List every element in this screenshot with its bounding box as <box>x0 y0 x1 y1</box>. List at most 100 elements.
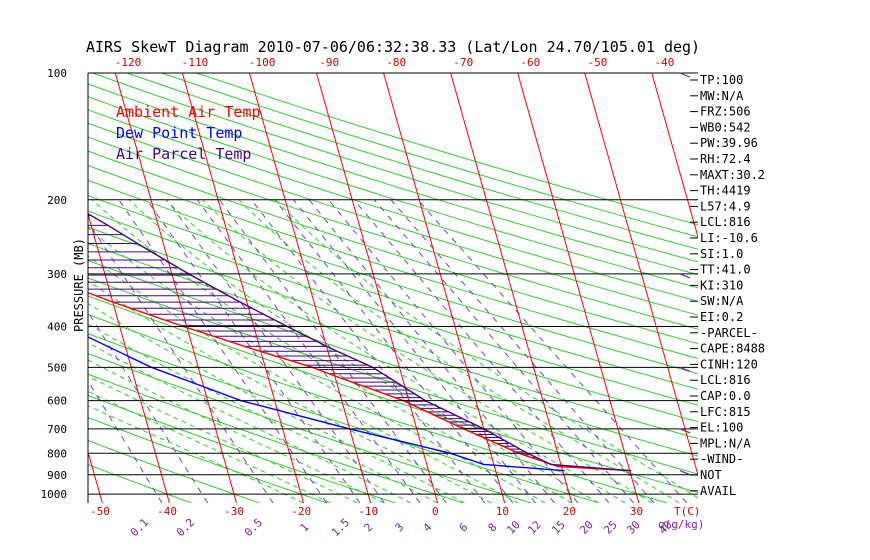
index-label: TT:41.0 <box>700 263 751 277</box>
dry-adiabat-line <box>88 333 600 503</box>
bottom-temp-tick-label: -40 <box>157 505 177 518</box>
index-label: LCL:816 <box>700 215 751 229</box>
index-label: SI:1.0 <box>700 247 743 261</box>
moist-adiabat-line <box>88 323 438 503</box>
mixing-ratio-line <box>308 199 555 503</box>
index-label: TH:4419 <box>700 184 751 198</box>
dry-adiabat-line <box>88 464 192 503</box>
mixing-ratio-lines <box>88 199 688 503</box>
moist-adiabat-line <box>88 280 492 503</box>
pressure-tick-label: 300 <box>47 268 67 281</box>
mixing-ratio-line <box>218 199 447 503</box>
top-temp-tick-label: -110 <box>182 56 209 69</box>
index-label: NOT <box>700 468 722 482</box>
dry-adiabat-line <box>92 73 698 263</box>
legend: Ambient Air Temp Dew Point Temp Air Parcel… <box>116 103 261 163</box>
dry-adiabat-line <box>88 109 698 302</box>
moist-adiabats <box>88 199 698 503</box>
isotherms <box>88 73 698 503</box>
index-label: TP:100 <box>700 73 743 87</box>
wind-barb <box>679 72 691 78</box>
moist-adiabat-line <box>88 302 465 503</box>
top-temp-tick-label: -40 <box>655 56 675 69</box>
index-label: MW:N/A <box>700 89 744 103</box>
plot-area <box>88 73 698 503</box>
bottom-temp-tick-label: 20 <box>563 505 576 518</box>
mixing-ratio-line <box>274 199 514 503</box>
mixing-ratio-line <box>196 199 421 503</box>
bottom-temp-tick-label: 30 <box>630 505 643 518</box>
dry-adiabat-line <box>88 83 698 276</box>
index-label: -WIND- <box>700 452 743 466</box>
dry-adiabat-line <box>88 394 396 503</box>
index-label: LI:-10.6 <box>700 231 758 245</box>
mixing-ratio-line <box>118 199 328 503</box>
isotherm-line <box>383 73 506 503</box>
pressure-tick-label: 1000 <box>41 488 68 501</box>
top-temp-tick-label: -60 <box>520 56 540 69</box>
index-label: MPL:N/A <box>700 436 751 450</box>
top-temp-tick-label: -70 <box>453 56 473 69</box>
legend-entry: Dew Point Temp <box>116 124 242 142</box>
moist-adiabat-line <box>88 227 546 503</box>
pressure-tick-label: 100 <box>47 67 67 80</box>
moist-adiabat-line <box>91 199 573 503</box>
air-parcel-temp-profile <box>88 212 632 472</box>
moist-adiabat-line <box>88 390 331 503</box>
mixing-ratio-line <box>328 199 579 503</box>
dry-adiabat-line <box>88 136 698 330</box>
mixing-ratio-line <box>417 199 688 503</box>
bottom-temp-tick-label: -10 <box>358 505 378 518</box>
dry-adiabat-line <box>88 440 260 503</box>
dry-adiabat-line <box>88 210 698 406</box>
index-label: LCL:816 <box>700 373 751 387</box>
pressure-tick-label: 600 <box>47 395 67 408</box>
moist-adiabat-line <box>88 405 304 503</box>
dry-adiabat-line <box>126 73 698 250</box>
index-label: KI:310 <box>700 278 743 292</box>
isobars <box>87 72 698 503</box>
top-temp-tick-label: -80 <box>386 56 406 69</box>
moist-adiabat-line <box>275 199 698 499</box>
isotherm-line <box>88 212 170 503</box>
moist-adiabat-line <box>88 255 519 503</box>
bottom-temp-tick-label: 0 <box>432 505 439 518</box>
index-label: SW:N/A <box>700 294 744 308</box>
bottom-temp-tick-label: -20 <box>291 505 311 518</box>
pressure-tick-label: 900 <box>47 469 67 482</box>
isotherm-line <box>114 73 238 503</box>
index-label: RH:72.4 <box>700 152 751 166</box>
moist-adiabat-line <box>88 342 412 503</box>
wind-barb <box>679 470 691 476</box>
legend-entry: Ambient Air Temp <box>116 103 261 121</box>
top-temp-tick-label: -100 <box>249 56 276 69</box>
wind-barb <box>679 428 691 434</box>
moist-adiabat-line <box>88 359 385 503</box>
mixing-ratio-line <box>167 199 385 503</box>
index-label: CAP:0.0 <box>700 389 751 403</box>
isotherm-line <box>517 73 640 503</box>
wind-barb <box>679 273 691 279</box>
index-label: PW:39.96 <box>700 136 758 150</box>
index-label: EI:0.2 <box>700 310 743 324</box>
isotherm-line <box>584 73 698 477</box>
isotherm-line <box>651 73 698 239</box>
dry-adiabat-line <box>88 150 698 345</box>
isotherm-line <box>248 73 372 503</box>
index-label: LFC:815 <box>700 405 751 419</box>
cape-hatching <box>88 215 594 469</box>
pressure-tick-label: 500 <box>47 361 67 374</box>
dry-adiabat-line <box>88 417 328 503</box>
dry-adiabat-line <box>88 194 698 390</box>
dew-point-temp-profile <box>88 336 565 472</box>
dry-adiabat-line <box>88 277 698 475</box>
dry-adiabat-line <box>88 314 668 503</box>
chart-title: AIRS SkewT Diagram 2010-07-06/06:32:38.3… <box>86 38 700 56</box>
pressure-tick-label: 200 <box>47 194 67 207</box>
top-temp-tick-label: -120 <box>115 56 142 69</box>
moist-adiabat-line <box>201 199 653 503</box>
index-label: EL:100 <box>700 421 743 435</box>
pressure-tick-label: 400 <box>47 321 67 334</box>
